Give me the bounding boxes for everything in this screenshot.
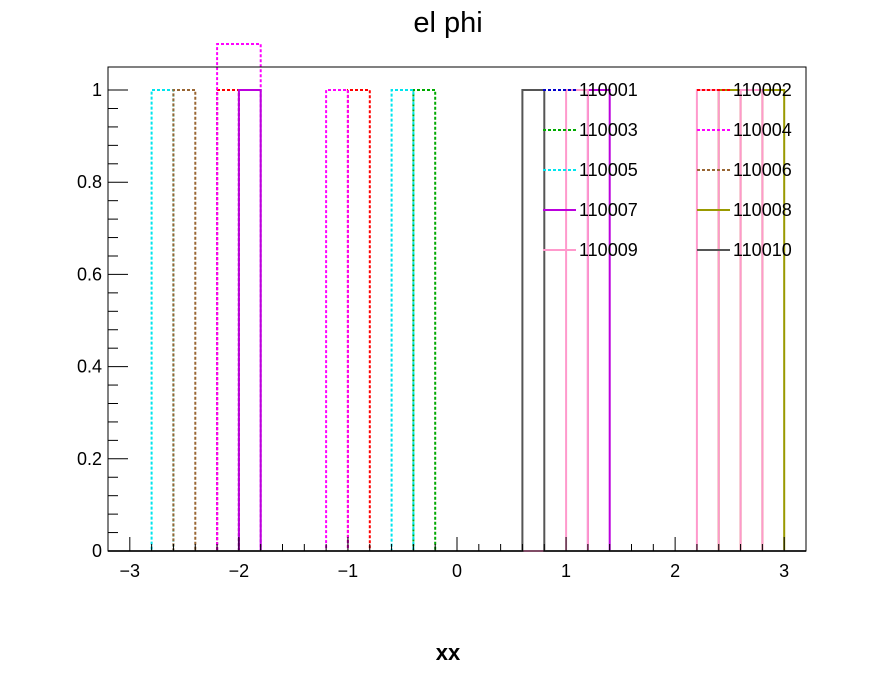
x-tick-label: 0	[452, 561, 462, 581]
series-110001-line	[108, 89, 806, 552]
legend-label-110010: 110010	[733, 240, 792, 260]
x-tick-label: −3	[120, 561, 141, 581]
series-110003-line	[108, 89, 806, 552]
series-layer	[108, 43, 806, 552]
legend-label-110007: 110007	[579, 200, 638, 220]
x-axis-label: xx	[436, 640, 461, 665]
legend-label-110006: 110006	[733, 160, 792, 180]
y-tick-label: 0.2	[77, 449, 102, 469]
x-tick-label: 2	[670, 561, 680, 581]
y-tick-label: 0	[92, 541, 102, 561]
y-tick-label: 0.4	[77, 357, 102, 377]
legend: 110001 110002 110003 110004 110005 110006 1100…	[543, 80, 792, 260]
y-tick-label: 1	[92, 80, 102, 100]
series-110009-line	[108, 89, 806, 552]
legend-label-110001: 110001	[579, 80, 638, 100]
series-110005-line	[108, 89, 806, 552]
x-tick-label: −1	[338, 561, 359, 581]
series-110008-line	[108, 89, 806, 552]
series-110006-line	[108, 89, 806, 552]
x-tick-label: 1	[561, 561, 571, 581]
plot-frame	[107, 66, 807, 552]
series-110010-line	[108, 89, 806, 552]
series-110007-line	[108, 89, 806, 552]
legend-label-110008: 110008	[733, 200, 792, 220]
x-tick-label: −2	[229, 561, 250, 581]
y-tick-label: 0.8	[77, 172, 102, 192]
legend-label-110002: 110002	[733, 80, 792, 100]
y-tick-label: 0.6	[77, 264, 102, 284]
series-110004-line	[108, 43, 806, 552]
x-tick-label: 3	[779, 561, 789, 581]
series-110002-line	[108, 89, 806, 552]
chart-title: el phi	[413, 7, 482, 39]
legend-label-110003: 110003	[579, 120, 638, 140]
y-axis: 0 0.2 0.4 0.6 0.8 1	[77, 80, 128, 561]
legend-label-110009: 110009	[579, 240, 638, 260]
legend-label-110004: 110004	[733, 120, 792, 140]
x-axis: −3 −2 −1 0 1 2 3	[107, 537, 807, 581]
legend-label-110005: 110005	[579, 160, 638, 180]
